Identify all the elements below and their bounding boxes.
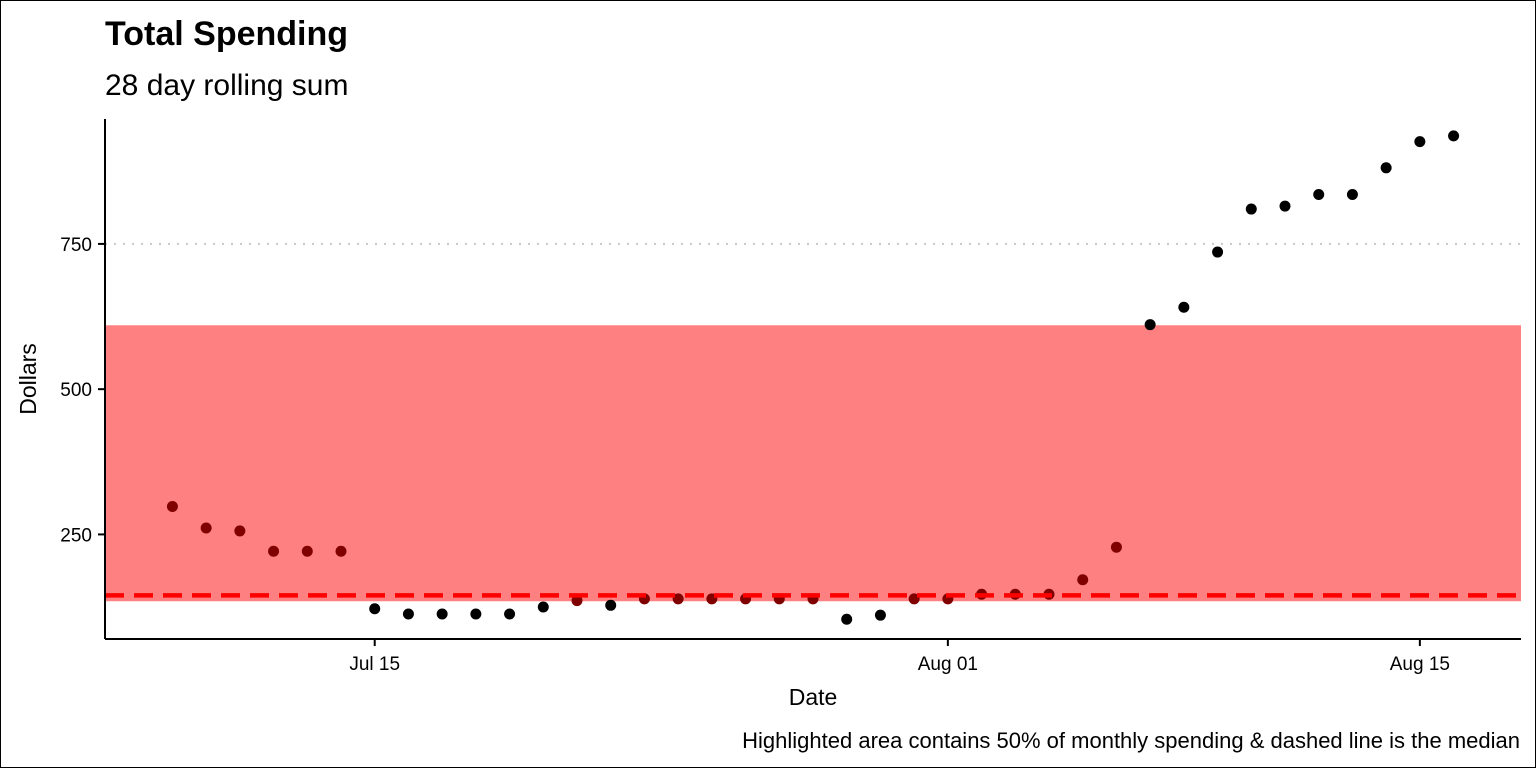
data-point (369, 603, 381, 615)
data-point (908, 593, 920, 605)
data-point (605, 599, 617, 611)
data-point (874, 609, 886, 621)
x-tick-label: Aug 15 (1390, 654, 1450, 675)
data-point (166, 501, 178, 513)
data-point (537, 601, 549, 613)
data-point (234, 525, 246, 537)
data-point (301, 545, 313, 557)
chart-subtitle: 28 day rolling sum (105, 69, 348, 102)
data-point (841, 613, 853, 625)
data-point (1414, 136, 1426, 148)
data-point (402, 608, 414, 620)
data-point (1077, 574, 1089, 586)
y-tick-label: 500 (60, 380, 92, 401)
x-axis-ticks: Jul 15 Aug 01 Aug 15 (349, 639, 1450, 675)
x-tick-label: Aug 01 (918, 654, 978, 675)
data-point (200, 522, 212, 534)
chart-title: Total Spending (105, 15, 348, 53)
data-point (672, 593, 684, 605)
data-point (1178, 301, 1190, 313)
data-point (436, 608, 448, 620)
y-axis-title: Dollars (15, 343, 41, 415)
y-tick-label: 250 (60, 525, 92, 546)
data-point (1144, 319, 1156, 331)
data-point (1245, 203, 1257, 215)
highlight-band (105, 325, 1521, 602)
data-point (1110, 541, 1122, 553)
data-point (1346, 189, 1358, 201)
data-point (1313, 189, 1325, 201)
data-point (571, 595, 583, 607)
x-tick-label: Jul 15 (349, 654, 400, 675)
data-point (335, 545, 347, 557)
y-tick-label: 750 (60, 235, 92, 256)
data-point (470, 608, 482, 620)
data-point (504, 608, 516, 620)
data-point (1380, 162, 1392, 174)
data-point (1212, 246, 1224, 258)
x-axis-title: Date (789, 684, 838, 710)
chart-caption: Highlighted area contains 50% of monthly… (742, 728, 1520, 753)
data-point (1279, 200, 1291, 212)
data-point (268, 545, 280, 557)
y-axis-ticks: 250 500 750 (60, 235, 105, 546)
data-point (1448, 130, 1460, 142)
